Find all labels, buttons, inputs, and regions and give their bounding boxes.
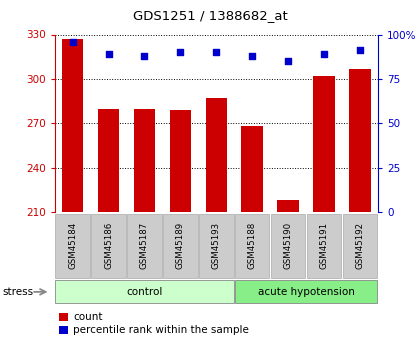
Text: GSM45190: GSM45190 <box>284 222 293 269</box>
FancyBboxPatch shape <box>235 280 377 303</box>
Text: control: control <box>126 287 163 297</box>
Point <box>285 58 291 64</box>
Bar <box>241 126 263 345</box>
FancyBboxPatch shape <box>307 214 341 278</box>
Point <box>177 50 184 55</box>
Text: GSM45191: GSM45191 <box>320 222 328 269</box>
Text: GDS1251 / 1388682_at: GDS1251 / 1388682_at <box>133 9 287 22</box>
Bar <box>134 109 155 345</box>
FancyBboxPatch shape <box>55 214 90 278</box>
Text: GSM45188: GSM45188 <box>248 222 257 269</box>
Text: GSM45187: GSM45187 <box>140 222 149 269</box>
Bar <box>98 109 119 345</box>
Text: GSM45184: GSM45184 <box>68 222 77 269</box>
Bar <box>205 98 227 345</box>
FancyBboxPatch shape <box>343 214 377 278</box>
Bar <box>170 110 191 345</box>
Bar <box>313 76 335 345</box>
Text: GSM45189: GSM45189 <box>176 222 185 269</box>
Bar <box>62 39 83 345</box>
Text: GSM45193: GSM45193 <box>212 222 221 269</box>
FancyBboxPatch shape <box>55 280 234 303</box>
Text: count: count <box>73 312 102 322</box>
Text: stress: stress <box>2 287 33 297</box>
Text: acute hypotension: acute hypotension <box>258 287 354 297</box>
Point <box>141 53 148 59</box>
Point <box>249 53 256 59</box>
FancyBboxPatch shape <box>91 214 126 278</box>
FancyBboxPatch shape <box>199 214 234 278</box>
FancyBboxPatch shape <box>271 214 305 278</box>
FancyBboxPatch shape <box>127 214 162 278</box>
Text: percentile rank within the sample: percentile rank within the sample <box>73 325 249 335</box>
Point <box>105 51 112 57</box>
Point <box>321 51 328 57</box>
Text: GSM45192: GSM45192 <box>356 222 365 269</box>
Point <box>357 48 363 53</box>
Point <box>69 39 76 45</box>
Point <box>213 50 220 55</box>
FancyBboxPatch shape <box>163 214 198 278</box>
Bar <box>277 200 299 345</box>
Bar <box>349 69 371 345</box>
FancyBboxPatch shape <box>235 214 270 278</box>
Text: GSM45186: GSM45186 <box>104 222 113 269</box>
